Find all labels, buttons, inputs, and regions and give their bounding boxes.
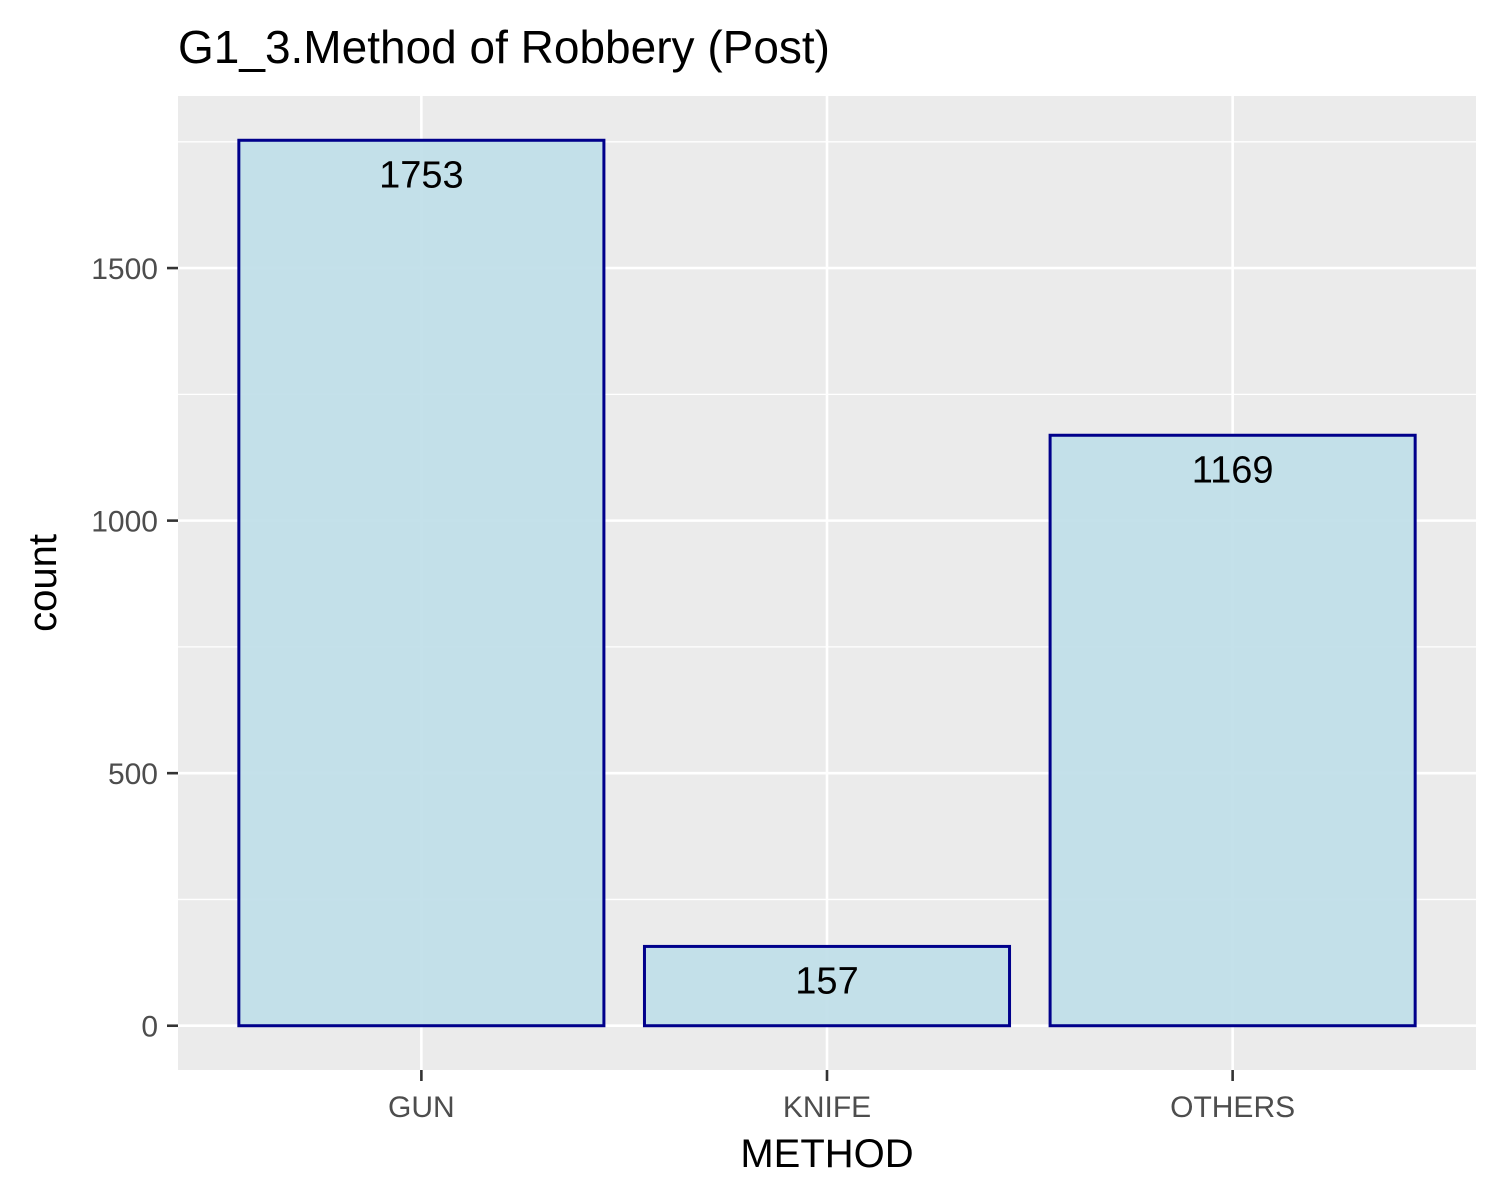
y-tick-label: 1500 — [91, 253, 158, 286]
x-tick-label: OTHERS — [1170, 1091, 1295, 1124]
data-labels: 1753 157 1169 — [379, 154, 1273, 1002]
axes: 0 500 1000 1500 GUN KNIFE OTHERS — [91, 253, 1295, 1124]
y-axis-title: count — [21, 534, 65, 632]
x-axis-title: METHOD — [740, 1132, 913, 1176]
data-label-gun: 1753 — [379, 154, 464, 196]
y-tick-label: 500 — [108, 758, 158, 791]
bar-gun — [237, 138, 606, 1028]
bars — [237, 138, 1417, 1028]
x-tick-label: KNIFE — [783, 1091, 871, 1124]
y-tick-label: 1000 — [91, 506, 158, 539]
chart-title: G1_3.Method of Robbery (Post) — [178, 21, 830, 73]
data-label-others: 1169 — [1192, 449, 1274, 491]
x-tick-label: GUN — [388, 1091, 455, 1124]
y-tick-label: 0 — [141, 1011, 158, 1044]
data-label-knife: 157 — [795, 960, 858, 1002]
bar-others — [1048, 433, 1417, 1028]
bar-knife — [642, 944, 1012, 1028]
